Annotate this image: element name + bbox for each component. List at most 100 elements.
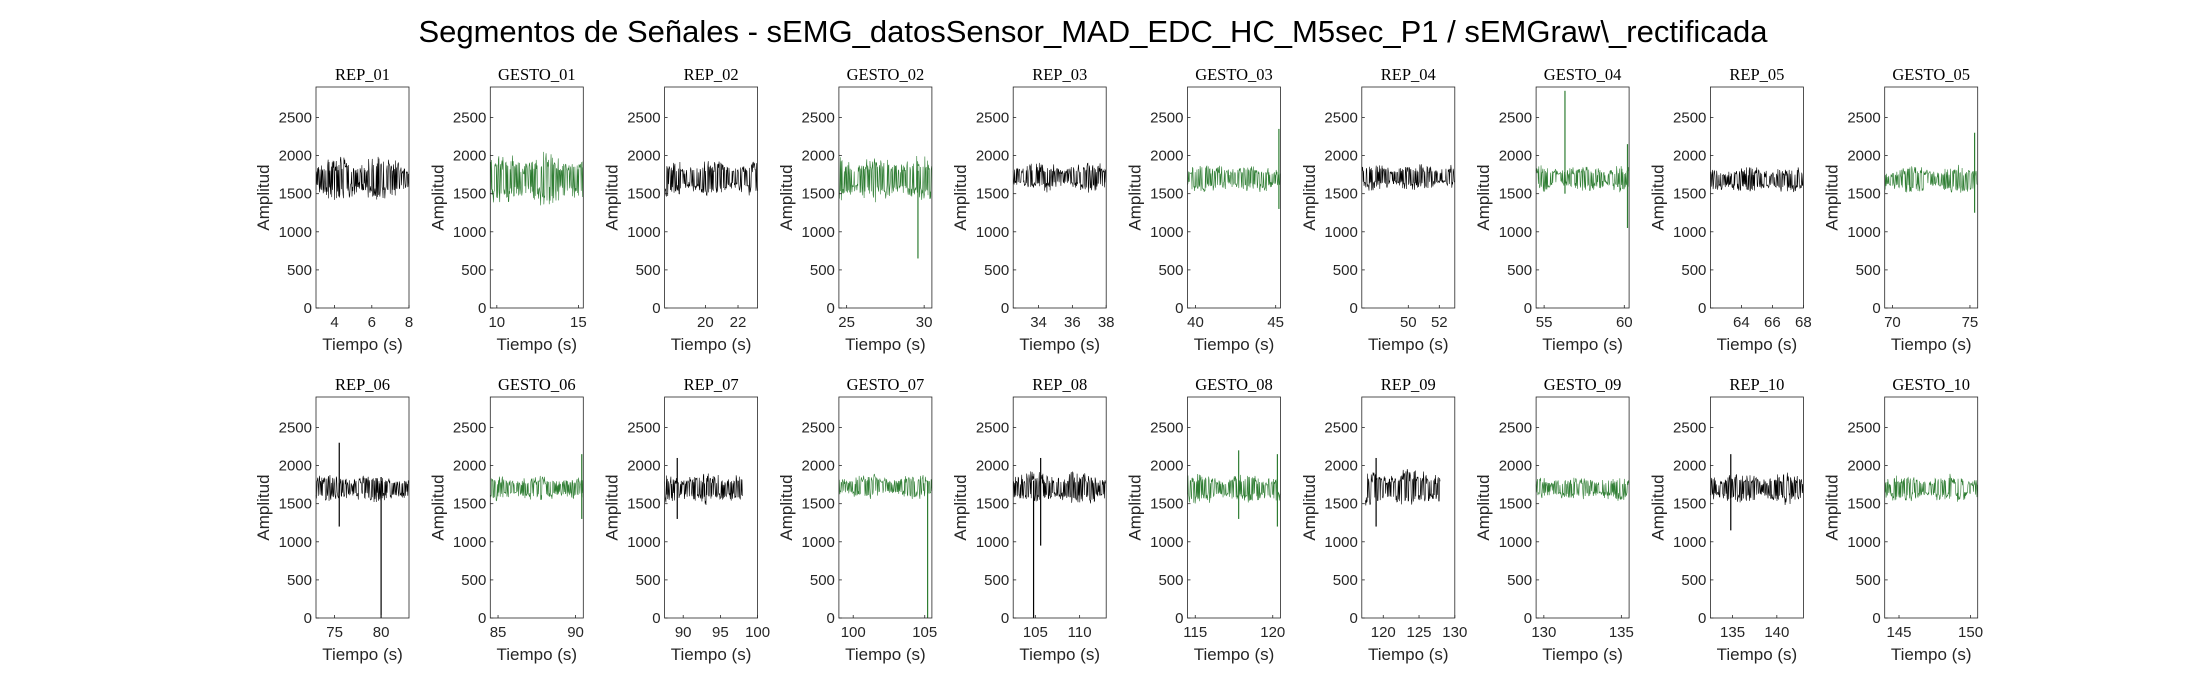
y-tick-label: 2500 (1673, 419, 1706, 436)
x-axis-label: Tiempo (s) (1368, 645, 1449, 664)
y-tick-label: 2000 (976, 458, 1009, 475)
y-tick-label: 1500 (627, 186, 660, 203)
series-line (1535, 165, 1630, 193)
y-axis-label: Amplitud (777, 474, 796, 540)
subplot-title: REP_03 (1032, 65, 1087, 84)
y-tick-label: 2500 (1847, 419, 1880, 436)
y-tick-label: 2500 (1673, 109, 1706, 126)
x-axis-label: Tiempo (s) (1891, 335, 1972, 354)
axes-box (1535, 86, 1630, 309)
y-tick-label: 1500 (976, 186, 1009, 203)
y-tick-label: 2500 (627, 109, 660, 126)
x-axis-label: Tiempo (s) (1194, 645, 1275, 664)
axes-box (315, 86, 410, 309)
x-tick-label: 10 (488, 314, 505, 331)
subplot-title: GESTO_07 (847, 375, 925, 394)
subplot-title: REP_06 (335, 375, 390, 394)
y-tick-label: 1000 (1150, 224, 1183, 241)
y-tick-label: 0 (1524, 300, 1532, 317)
y-tick-label: 500 (636, 572, 661, 589)
subplot-gesto-08: 0 500 1000 1500 2000 2500 115 120 GESTO_08 Tiempo… (1126, 375, 1286, 664)
axes-box (1710, 396, 1804, 619)
axes-box (315, 396, 410, 619)
subplot-title: GESTO_02 (847, 65, 925, 84)
y-tick-label: 500 (287, 262, 312, 279)
x-tick-label: 140 (1764, 624, 1789, 641)
x-tick-label: 8 (405, 314, 413, 331)
x-tick-label: 75 (326, 624, 343, 641)
y-tick-label: 2000 (802, 148, 835, 165)
x-tick-label: 130 (1442, 624, 1467, 641)
y-tick-label: 500 (984, 572, 1009, 589)
x-tick-label: 135 (1609, 624, 1634, 641)
y-tick-label: 1500 (1150, 496, 1183, 513)
y-axis-label: Amplitud (603, 474, 622, 540)
subplot-rep-02: 0 500 1000 1500 2000 2500 20 22 REP_02 Tiempo (s)… (603, 65, 758, 354)
y-tick-label: 1500 (1673, 186, 1706, 203)
y-tick-label: 1000 (976, 224, 1009, 241)
y-tick-label: 1500 (627, 496, 660, 513)
x-axis-label: Tiempo (s) (1542, 645, 1623, 664)
y-tick-label: 2500 (627, 419, 660, 436)
y-tick-label: 2000 (1324, 148, 1357, 165)
y-tick-label: 2000 (279, 458, 312, 475)
subplot-rep-04: 0 500 1000 1500 2000 2500 50 52 REP_04 Tiempo (s)… (1300, 65, 1456, 354)
x-tick-label: 110 (1068, 624, 1092, 641)
y-tick-label: 0 (1524, 610, 1532, 627)
y-tick-label: 0 (652, 300, 660, 317)
y-tick-label: 2000 (1847, 148, 1880, 165)
series-line (1012, 470, 1107, 504)
subplot-gesto-03: 0 500 1000 1500 2000 2500 40 45 GESTO_03 Tiempo (… (1126, 65, 1285, 354)
y-tick-label: 1000 (627, 224, 660, 241)
y-tick-label: 500 (461, 572, 486, 589)
axes-box (1361, 396, 1456, 619)
y-tick-label: 1000 (453, 534, 486, 551)
x-tick-label: 25 (838, 314, 855, 331)
y-axis-label: Amplitud (1474, 474, 1493, 540)
x-tick-label: 52 (1431, 314, 1448, 331)
x-tick-label: 40 (1187, 314, 1204, 331)
series-line (664, 161, 758, 197)
y-tick-label: 1000 (802, 224, 835, 241)
subplot-title: GESTO_08 (1195, 375, 1273, 394)
y-tick-label: 1000 (1324, 224, 1357, 241)
y-tick-label: 1500 (976, 496, 1009, 513)
axes-box (664, 86, 758, 309)
x-tick-label: 105 (1023, 624, 1048, 641)
y-tick-label: 2000 (1673, 458, 1706, 475)
subplot-gesto-06: 0 500 1000 1500 2000 2500 85 90 GESTO_06 Tiempo (… (428, 375, 584, 664)
series-line (1361, 164, 1455, 191)
y-tick-label: 2000 (1150, 148, 1183, 165)
series-line (1710, 472, 1804, 506)
subplot-title: REP_05 (1729, 65, 1784, 84)
x-tick-label: 55 (1536, 314, 1553, 331)
y-axis-label: Amplitud (1126, 164, 1145, 230)
subplot-title: GESTO_03 (1195, 65, 1273, 84)
y-tick-label: 500 (984, 262, 1009, 279)
y-tick-label: 2000 (1499, 148, 1532, 165)
x-tick-label: 15 (570, 314, 587, 331)
x-axis-label: Tiempo (s) (845, 335, 926, 354)
y-tick-label: 1000 (1673, 224, 1706, 241)
y-tick-label: 1000 (1673, 534, 1706, 551)
x-tick-label: 120 (1371, 624, 1396, 641)
y-axis-label: Amplitud (254, 164, 273, 230)
y-tick-label: 500 (287, 572, 312, 589)
y-tick-label: 500 (1856, 262, 1881, 279)
y-tick-label: 1000 (1150, 534, 1183, 551)
y-tick-label: 2000 (1499, 458, 1532, 475)
y-tick-label: 1000 (279, 534, 312, 551)
y-tick-label: 1500 (1324, 186, 1357, 203)
subplot-gesto-10: 0 500 1000 1500 2000 2500 145 150 GESTO_10 Tiempo… (1823, 375, 1983, 664)
y-tick-label: 1500 (1847, 186, 1880, 203)
y-tick-label: 500 (461, 262, 486, 279)
y-tick-label: 1000 (1847, 534, 1880, 551)
y-tick-label: 500 (1333, 572, 1358, 589)
subplot-rep-07: 0 500 1000 1500 2000 2500 90 95 100 REP_07 Tiempo … (603, 375, 771, 664)
y-tick-label: 1500 (279, 496, 312, 513)
y-tick-label: 2500 (1324, 109, 1357, 126)
y-tick-label: 2000 (453, 458, 486, 475)
y-tick-label: 0 (1349, 300, 1357, 317)
